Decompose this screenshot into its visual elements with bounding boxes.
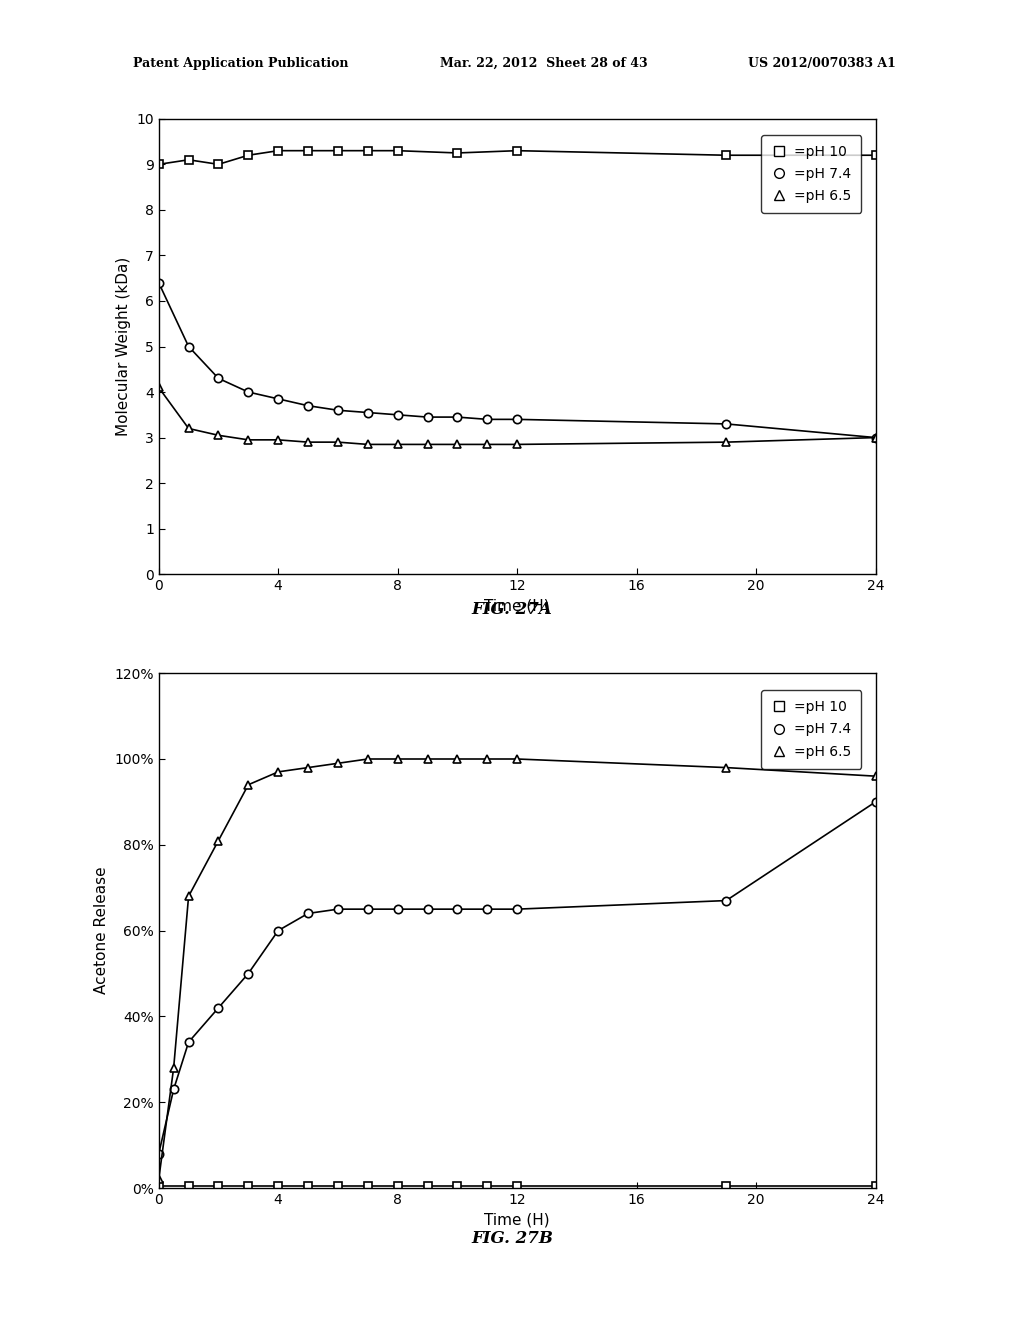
Text: FIG. 27B: FIG. 27B [471, 1230, 553, 1247]
Y-axis label: Molecular Weight (kDa): Molecular Weight (kDa) [116, 257, 131, 436]
Legend: =pH 10, =pH 7.4, =pH 6.5: =pH 10, =pH 7.4, =pH 6.5 [761, 690, 861, 768]
Text: FIG. 27A: FIG. 27A [472, 601, 552, 618]
Legend: =pH 10, =pH 7.4, =pH 6.5: =pH 10, =pH 7.4, =pH 6.5 [761, 135, 861, 213]
Text: Patent Application Publication: Patent Application Publication [133, 57, 348, 70]
X-axis label: Time (H): Time (H) [484, 598, 550, 614]
Text: US 2012/0070383 A1: US 2012/0070383 A1 [748, 57, 895, 70]
Text: Mar. 22, 2012  Sheet 28 of 43: Mar. 22, 2012 Sheet 28 of 43 [440, 57, 648, 70]
Y-axis label: Acetone Release: Acetone Release [94, 867, 109, 994]
X-axis label: Time (H): Time (H) [484, 1212, 550, 1228]
